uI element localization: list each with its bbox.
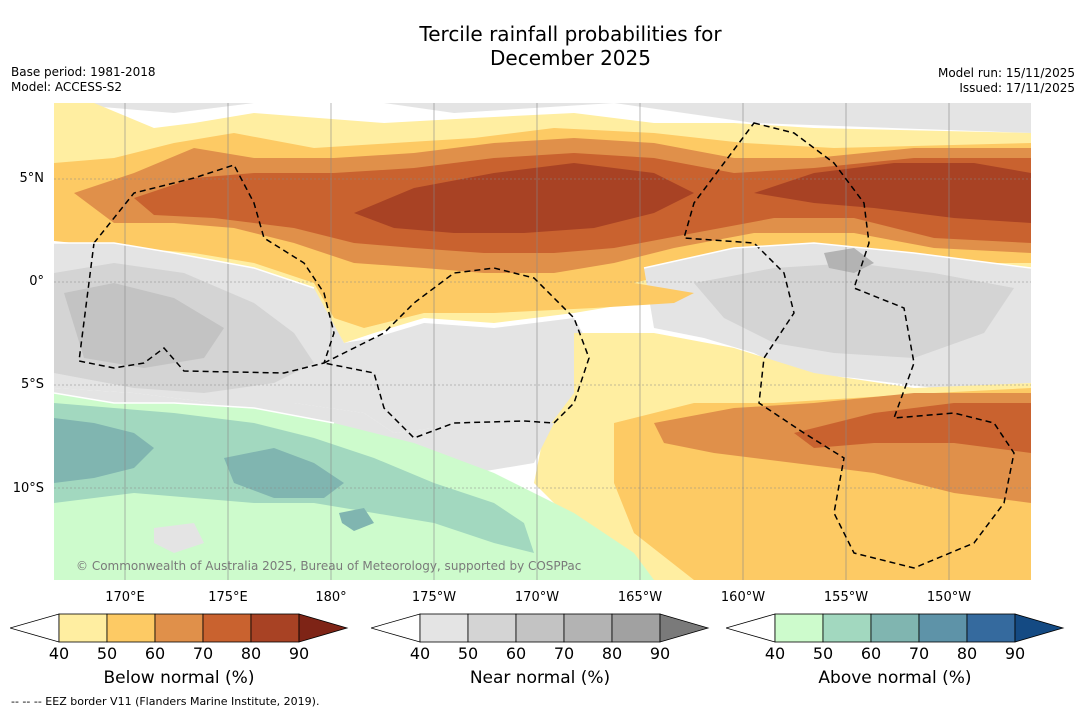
cbar-below-tick-70: 70 <box>192 644 214 663</box>
cbar-near-tick-40: 40 <box>409 644 431 663</box>
cbar-above-tick-60: 60 <box>860 644 882 663</box>
colorbar-below-seg-0 <box>8 613 60 643</box>
cbar-below-tick-80: 80 <box>240 644 262 663</box>
lon-label-175w: 175°W <box>411 590 457 605</box>
lon-label-150w: 150°W <box>926 590 972 605</box>
title-line-1: Tercile rainfall probabilities for <box>419 22 722 46</box>
eez-borders <box>78 122 1015 569</box>
near-normal-small <box>154 523 204 553</box>
colorbar-below <box>8 612 350 648</box>
lon-label-165w: 165°W <box>617 590 663 605</box>
lat-label-5s: 5°S <box>20 377 44 392</box>
colorbar-above-seg-2 <box>822 613 872 643</box>
issued-date: Issued: 17/11/2025 <box>959 81 1075 95</box>
colorbar-above-seg-3 <box>870 613 920 643</box>
colorbar-above <box>724 612 1066 648</box>
near-normal-equatorial-70 <box>64 283 224 368</box>
model-name: Model: ACCESS-S2 <box>11 80 123 94</box>
lon-label-175e: 175°E <box>208 590 248 605</box>
cbar-above-tick-40: 40 <box>764 644 786 663</box>
colorbar-near-seg-2 <box>467 613 517 643</box>
colorbar-near-seg-5 <box>611 613 661 643</box>
contour-lines <box>54 242 1031 424</box>
model-run: Model run: 15/11/2025 <box>937 66 1075 80</box>
cbar-near-tick-50: 50 <box>457 644 479 663</box>
below-equator-60 <box>314 278 694 328</box>
near-normal-east-70 <box>824 248 874 273</box>
colorbar-below-svg <box>8 613 349 643</box>
below-south-80 <box>794 403 1031 453</box>
above-south-70-b <box>224 448 344 498</box>
map-svg <box>54 103 1031 580</box>
cbar-above-title: Above normal (%) <box>818 668 972 688</box>
lon-label-160w: 160°W <box>720 590 766 605</box>
cbar-above-tick-80: 80 <box>956 644 978 663</box>
meta-left: Base period: 1981-2018 Model: ACCESS-S2 <box>11 65 156 95</box>
colorbar-above-seg-6 <box>1014 613 1065 643</box>
colorbar-above-seg-5 <box>966 613 1016 643</box>
map-credit: © Commonwealth of Australia 2025, Bureau… <box>76 559 582 573</box>
colorbar-above-seg-1 <box>774 613 824 643</box>
cbar-near-tick-80: 80 <box>601 644 623 663</box>
cbar-above-tick-70: 70 <box>908 644 930 663</box>
near-normal-east-60 <box>694 263 1014 358</box>
cbar-near-title: Near normal (%) <box>469 668 611 688</box>
lon-label-170e: 170°E <box>105 590 145 605</box>
colorbar-below-seg-5 <box>250 613 300 643</box>
map-title: Tercile rainfall probabilities for Decem… <box>0 22 1085 70</box>
colorbar-above-seg-0 <box>724 613 776 643</box>
lat-label-0: 0° <box>29 274 44 289</box>
colorbar-below-seg-2 <box>106 613 156 643</box>
cbar-above-tick-50: 50 <box>812 644 834 663</box>
colorbar-near-seg-3 <box>515 613 565 643</box>
cbar-below-tick-90: 90 <box>288 644 310 663</box>
colorbar-below-seg-3 <box>154 613 204 643</box>
colorbar-near-seg-0 <box>369 613 421 643</box>
below-north-90-east <box>754 163 1031 223</box>
lat-label-10s: 10°S <box>12 481 44 496</box>
cbar-below-title: Below normal (%) <box>103 668 255 688</box>
above-south-70 <box>54 418 154 483</box>
lon-label-155w: 155°W <box>823 590 869 605</box>
cbar-below-tick-50: 50 <box>96 644 118 663</box>
colorbar-below-seg-4 <box>202 613 252 643</box>
base-period: Base period: 1981-2018 <box>11 65 156 79</box>
cbar-near-tick-70: 70 <box>553 644 575 663</box>
colorbar-below-seg-1 <box>58 613 108 643</box>
above-south-70-c <box>339 508 374 531</box>
eez-legend-note: -- -- -- EEZ border V11 (Flanders Marine… <box>11 695 320 708</box>
cbar-near-tick-90: 90 <box>649 644 671 663</box>
near-normal-north <box>54 103 1031 133</box>
colorbar-above-svg <box>724 613 1065 643</box>
title-line-2: December 2025 <box>490 46 651 70</box>
cbar-below-tick-60: 60 <box>144 644 166 663</box>
lat-label-5n: 5°N <box>19 171 45 186</box>
colorbar-near <box>369 612 711 648</box>
cbar-near-tick-60: 60 <box>505 644 527 663</box>
lon-label-170w: 170°W <box>514 590 560 605</box>
meta-right: Model run: 15/11/2025 Issued: 17/11/2025 <box>938 66 1075 96</box>
below-north-90 <box>354 163 694 233</box>
colorbar-below-seg-6 <box>298 613 349 643</box>
probability-map <box>54 103 1031 580</box>
colorbar-near-seg-4 <box>563 613 613 643</box>
cbar-above-tick-90: 90 <box>1004 644 1026 663</box>
colorbar-near-seg-1 <box>419 613 469 643</box>
colorbar-near-seg-6 <box>659 613 710 643</box>
lon-label-180: 180° <box>315 590 347 605</box>
colorbar-near-svg <box>369 613 710 643</box>
colorbar-above-seg-4 <box>918 613 968 643</box>
cbar-below-tick-40: 40 <box>48 644 70 663</box>
